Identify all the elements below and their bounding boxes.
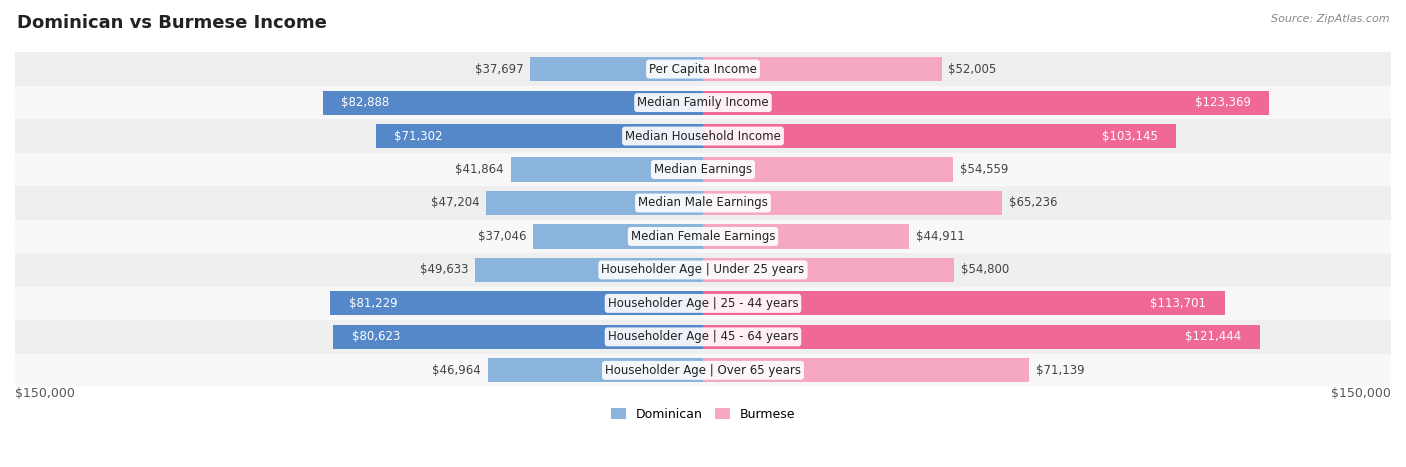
- Bar: [703, 291, 1225, 315]
- Text: $46,964: $46,964: [432, 364, 481, 377]
- Text: $52,005: $52,005: [949, 63, 997, 76]
- Text: $54,559: $54,559: [960, 163, 1008, 176]
- Text: $123,369: $123,369: [1195, 96, 1250, 109]
- Text: $150,000: $150,000: [15, 387, 75, 400]
- Bar: [15, 354, 1391, 387]
- Bar: [330, 291, 703, 315]
- Text: $121,444: $121,444: [1185, 330, 1241, 343]
- Text: $80,623: $80,623: [352, 330, 399, 343]
- Text: Source: ZipAtlas.com: Source: ZipAtlas.com: [1271, 14, 1389, 24]
- Text: $37,697: $37,697: [475, 63, 523, 76]
- Bar: [15, 219, 1391, 253]
- Text: Householder Age | Over 65 years: Householder Age | Over 65 years: [605, 364, 801, 377]
- Text: $103,145: $103,145: [1102, 129, 1157, 142]
- Text: Median Household Income: Median Household Income: [626, 129, 780, 142]
- Bar: [703, 325, 1260, 349]
- Bar: [703, 157, 953, 182]
- Text: Dominican vs Burmese Income: Dominican vs Burmese Income: [17, 14, 326, 32]
- Bar: [486, 191, 703, 215]
- Text: $41,864: $41,864: [456, 163, 505, 176]
- Bar: [15, 52, 1391, 86]
- Text: $47,204: $47,204: [432, 197, 479, 210]
- Bar: [15, 253, 1391, 287]
- Bar: [703, 57, 942, 81]
- Text: $82,888: $82,888: [342, 96, 389, 109]
- Text: Median Female Earnings: Median Female Earnings: [631, 230, 775, 243]
- Bar: [703, 258, 955, 282]
- Bar: [703, 124, 1175, 148]
- Text: $71,302: $71,302: [394, 129, 443, 142]
- Bar: [703, 91, 1268, 114]
- Text: Median Family Income: Median Family Income: [637, 96, 769, 109]
- Text: $113,701: $113,701: [1150, 297, 1206, 310]
- Text: $71,139: $71,139: [1036, 364, 1085, 377]
- Bar: [15, 153, 1391, 186]
- Bar: [333, 325, 703, 349]
- Text: Householder Age | 45 - 64 years: Householder Age | 45 - 64 years: [607, 330, 799, 343]
- Text: $81,229: $81,229: [349, 297, 398, 310]
- Bar: [15, 119, 1391, 153]
- Text: Median Earnings: Median Earnings: [654, 163, 752, 176]
- Bar: [703, 191, 1002, 215]
- Bar: [530, 57, 703, 81]
- Text: $150,000: $150,000: [1331, 387, 1391, 400]
- Text: $65,236: $65,236: [1010, 197, 1057, 210]
- Text: $37,046: $37,046: [478, 230, 526, 243]
- Bar: [15, 287, 1391, 320]
- Bar: [15, 186, 1391, 219]
- Bar: [510, 157, 703, 182]
- Text: $54,800: $54,800: [962, 263, 1010, 276]
- Text: $44,911: $44,911: [915, 230, 965, 243]
- Bar: [703, 358, 1029, 382]
- Bar: [533, 225, 703, 248]
- Bar: [703, 225, 910, 248]
- Bar: [475, 258, 703, 282]
- Legend: Dominican, Burmese: Dominican, Burmese: [610, 408, 796, 421]
- Bar: [15, 320, 1391, 354]
- Text: Householder Age | 25 - 44 years: Householder Age | 25 - 44 years: [607, 297, 799, 310]
- Text: Per Capita Income: Per Capita Income: [650, 63, 756, 76]
- Bar: [15, 86, 1391, 119]
- Bar: [375, 124, 703, 148]
- Text: Median Male Earnings: Median Male Earnings: [638, 197, 768, 210]
- Bar: [323, 91, 703, 114]
- Text: Householder Age | Under 25 years: Householder Age | Under 25 years: [602, 263, 804, 276]
- Bar: [488, 358, 703, 382]
- Text: $49,633: $49,633: [420, 263, 468, 276]
